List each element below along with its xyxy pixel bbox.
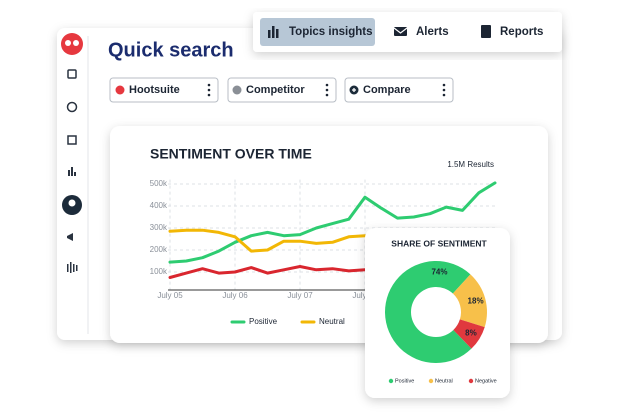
- y-tick-label: 200k: [150, 245, 168, 254]
- legend-label: Neutral: [435, 378, 453, 384]
- legend-label: Positive: [395, 378, 414, 384]
- legend-label: Negative: [475, 378, 497, 384]
- legend-label: Neutral: [319, 317, 345, 326]
- annotation: 1.5M Results: [447, 160, 494, 169]
- y-tick-label: 500k: [150, 179, 168, 188]
- legend-label: Positive: [249, 317, 278, 326]
- tab-label[interactable]: Alerts: [416, 26, 449, 38]
- chart-title: SHARE OF SENTIMENT: [391, 238, 487, 248]
- donut-chart: SHARE OF SENTIMENT 74% Positive 18% Neutral 8…: [385, 238, 497, 384]
- listen-icon[interactable]: [67, 264, 69, 272]
- chip-label: Compare: [363, 84, 411, 96]
- chip-label: Hootsuite: [129, 84, 180, 96]
- tab-active[interactable]: [260, 18, 375, 46]
- calendar-icon[interactable]: [67, 69, 77, 79]
- data-label: 74%: [431, 267, 447, 276]
- search-title: Quick search: [108, 39, 234, 61]
- series-line: [168, 265, 367, 279]
- x-tick-label: July 05: [157, 291, 183, 300]
- ads-icon[interactable]: [67, 233, 73, 241]
- tab-label[interactable]: Reports: [500, 26, 543, 38]
- chip[interactable]: [227, 77, 337, 103]
- donut-slice: [452, 274, 488, 328]
- chip-label: Competitor: [246, 84, 305, 96]
- line-chart: SENTIMENT OVER TIME 1.5M Results 100k 200k 3…: [150, 146, 497, 326]
- logo: [61, 33, 83, 55]
- legend-swatch: [428, 378, 434, 384]
- chip[interactable]: [109, 77, 219, 103]
- series-line: [168, 181, 497, 264]
- add-icon[interactable]: [66, 101, 78, 113]
- legend-swatch: [388, 378, 394, 384]
- data-label: 8%: [465, 329, 477, 338]
- donut-slice: [385, 261, 472, 363]
- chart-title: SENTIMENT OVER TIME: [150, 146, 312, 162]
- x-tick-label: July 06: [222, 291, 248, 300]
- chips: Hootsuite Competitor Compare: [109, 77, 454, 103]
- y-tick-label: 400k: [150, 201, 168, 210]
- analytics-icon[interactable]: [68, 170, 70, 176]
- chip[interactable]: [344, 77, 454, 103]
- donut-card: [365, 228, 510, 398]
- sidebar: [61, 33, 83, 273]
- legend-swatch: [468, 378, 474, 384]
- y-tick-label: 300k: [150, 223, 168, 232]
- media-icon[interactable]: [67, 135, 77, 145]
- data-label: 18%: [468, 296, 484, 305]
- series-line: [168, 228, 367, 253]
- donut-slice: [453, 319, 485, 349]
- tab-label[interactable]: Topics insights: [289, 26, 373, 38]
- y-tick-label: 100k: [150, 267, 168, 276]
- x-tick-label: July 07: [287, 291, 313, 300]
